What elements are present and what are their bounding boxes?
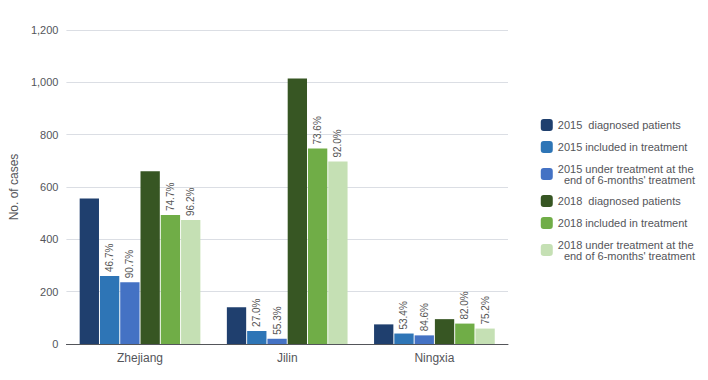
svg-text:74.7%: 74.7% [165,183,176,211]
svg-text:96.2%: 96.2% [185,188,196,216]
svg-text:55.3%: 55.3% [272,306,283,334]
svg-text:84.6%: 84.6% [419,303,430,331]
svg-text:2015 diagnosed patients: 2015 diagnosed patients [558,119,681,131]
svg-text:53.4%: 53.4% [398,301,409,329]
svg-text:1,200: 1,200 [31,24,59,36]
svg-text:2015 included in treatment: 2015 included in treatment [558,141,688,153]
svg-text:75.2%: 75.2% [480,296,491,324]
svg-text:No. of cases: No. of cases [7,154,21,221]
svg-text:end of 6-months' treatment: end of 6-months' treatment [558,250,695,262]
svg-text:73.6%: 73.6% [312,116,323,144]
svg-text:600: 600 [40,181,58,193]
svg-text:82.0%: 82.0% [459,291,470,319]
svg-text:92.0%: 92.0% [332,129,343,157]
svg-text:400: 400 [40,233,58,245]
svg-text:27.0%: 27.0% [251,298,262,326]
svg-text:46.7%: 46.7% [104,244,115,272]
svg-text:2018 diagnosed patients: 2018 diagnosed patients [558,195,681,207]
svg-text:Ningxia: Ningxia [414,351,454,365]
svg-text:0: 0 [52,338,58,350]
svg-text:800: 800 [40,129,58,141]
svg-text:200: 200 [40,286,58,298]
svg-text:Jilin: Jilin [277,351,298,365]
svg-text:Zhejiang: Zhejiang [117,351,163,365]
svg-text:2018 included in treatment: 2018 included in treatment [558,217,688,229]
svg-text:90.7%: 90.7% [124,250,135,278]
svg-text:end of 6-months' treatment: end of 6-months' treatment [558,174,695,186]
svg-text:2015 under treatment at the: 2015 under treatment at the [557,162,694,175]
svg-text:2018 under treatment at the: 2018 under treatment at the [557,238,694,251]
svg-text:1,000: 1,000 [31,76,59,88]
